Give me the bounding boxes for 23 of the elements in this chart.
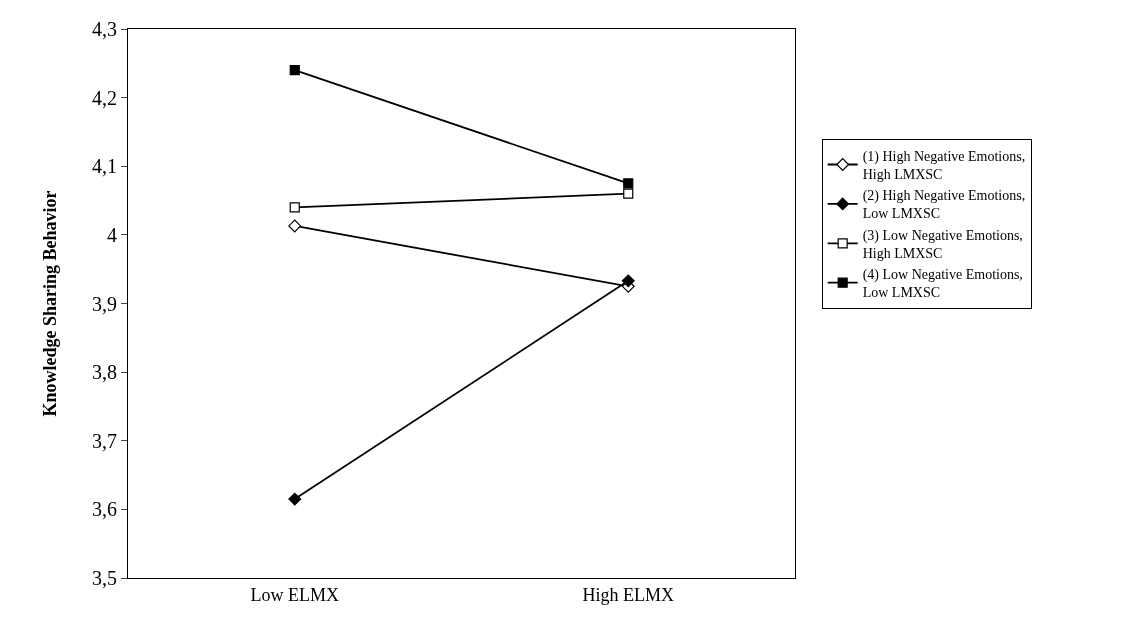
point bbox=[288, 492, 302, 506]
y-tick-label: 4,3 bbox=[92, 18, 117, 40]
point bbox=[289, 202, 300, 213]
y-axis-title: Knowledge Sharing Behavior bbox=[40, 190, 61, 417]
point bbox=[289, 65, 300, 76]
legend-label: (2) High Negative Emotions, Low LMXSC bbox=[862, 188, 1026, 222]
y-tick-label: 3,5 bbox=[92, 567, 117, 589]
x-tick-label: Low ELMX bbox=[250, 584, 339, 605]
y-tick-label: 4,1 bbox=[92, 155, 117, 178]
point bbox=[288, 219, 302, 233]
y-tick-label: 3,9 bbox=[92, 292, 117, 315]
legend-label: (4) Low Negative Emotions, Low LMXSC bbox=[862, 267, 1023, 301]
y-tick-label: 3,7 bbox=[92, 429, 117, 452]
legend-label: (1) High Negative Emotions, High LMXSC bbox=[862, 148, 1026, 183]
y-tick-label: 4,2 bbox=[92, 86, 117, 109]
y-tick-label: 3,8 bbox=[92, 361, 117, 384]
point bbox=[623, 188, 634, 199]
legend-label: (3) Low Negative Emotions, High LMXSC bbox=[862, 227, 1023, 261]
y-tick-label: 3,6 bbox=[92, 498, 117, 521]
point bbox=[621, 274, 635, 288]
x-tick-label: High ELMX bbox=[582, 584, 674, 605]
y-tick-label: 4 bbox=[107, 223, 117, 246]
point bbox=[623, 178, 634, 189]
